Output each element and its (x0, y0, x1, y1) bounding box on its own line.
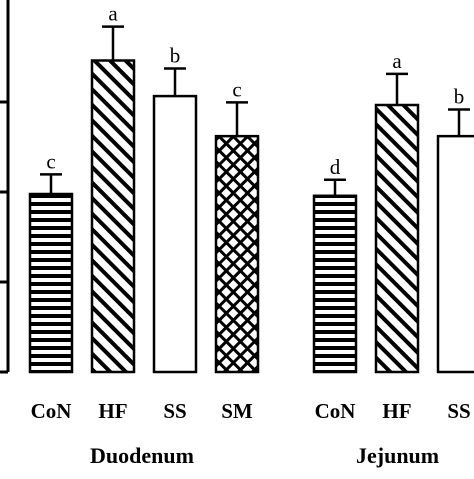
x-tick-label: SS (163, 399, 186, 423)
bars-layer (28, 25, 474, 374)
significance-letter: a (392, 49, 402, 73)
x-tick-label: HF (382, 399, 411, 423)
bar-jejunum-hf (374, 103, 420, 374)
bar-jejunum-ss (436, 134, 474, 374)
significance-letter: c (232, 77, 241, 101)
axes (0, 0, 10, 374)
group-label-jejunum: Jejunum (356, 443, 439, 468)
x-tick-label: CoN (31, 399, 72, 423)
significance-letter: b (454, 84, 465, 108)
x-tick-label: SM (221, 399, 253, 423)
significance-letter: c (46, 149, 55, 173)
bar-duodenum-ss (152, 94, 198, 374)
bar-duodenum-sm (214, 134, 260, 374)
significance-letter: b (170, 44, 181, 68)
labels-layer: c CoN a HF b SS c SM Duodenum d CoN a HF b SS Jejunum (31, 2, 471, 468)
significance-letter: a (108, 2, 118, 26)
x-tick-label: SS (447, 399, 470, 423)
bar-duodenum-con (28, 192, 74, 374)
bar-jejunum-con (312, 194, 358, 374)
group-label-duodenum: Duodenum (90, 443, 194, 468)
x-tick-label: HF (98, 399, 127, 423)
significance-letter: d (330, 155, 341, 179)
x-tick-label: CoN (315, 399, 356, 423)
bar-duodenum-hf (90, 59, 136, 374)
